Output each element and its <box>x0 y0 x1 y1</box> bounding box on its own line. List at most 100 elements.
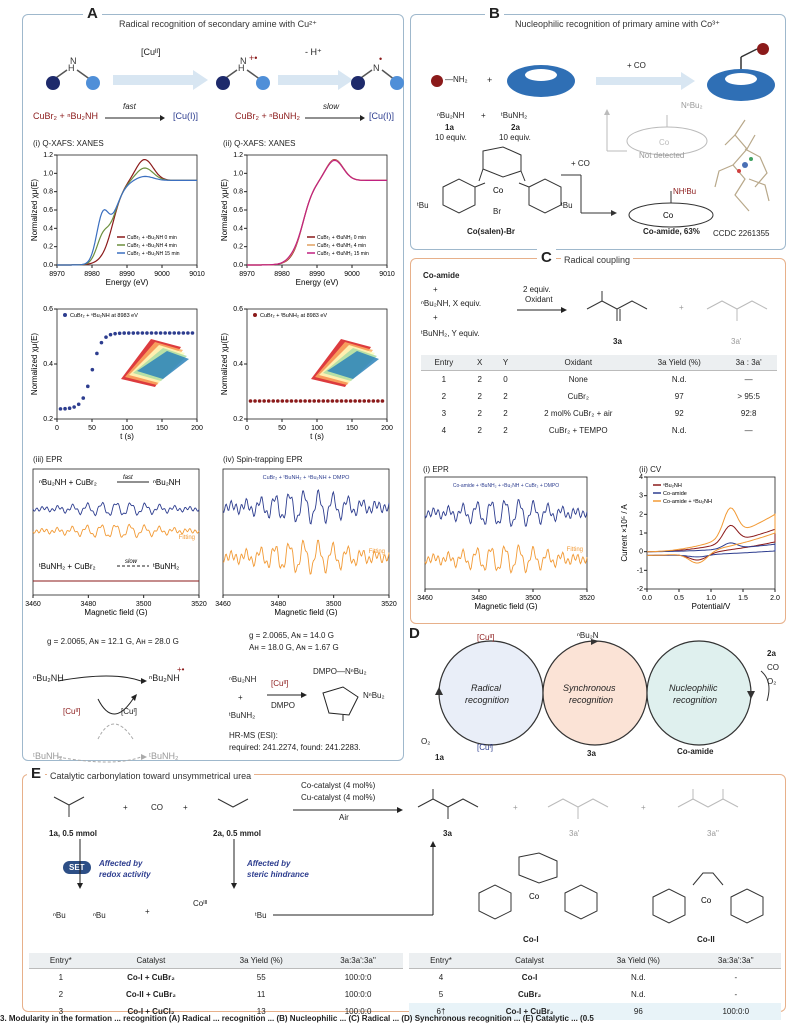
kinetic-point <box>289 399 294 403</box>
panel-c-label: C <box>537 249 556 266</box>
epr3-params: g = 2.0065, Aɴ = 12.1 G, Aʜ = 28.0 G <box>47 637 179 646</box>
e-set[interactable]: SET <box>63 861 91 874</box>
y-tick-label: 0.6 <box>43 207 53 214</box>
c-plus1: + <box>433 285 438 294</box>
d-cycle3-l2: recognition <box>673 695 718 705</box>
kinetic-point <box>86 384 90 389</box>
trap-amine1: ⁿBu₂NH <box>229 675 257 684</box>
kinetic-point <box>58 407 63 411</box>
d-co-amide: Co-amide <box>677 747 714 756</box>
panel-e: E Catalytic carbonylation toward unsymme… <box>22 765 786 1020</box>
e-r2: 2a, 0.5 mmol <box>213 829 262 838</box>
epr4-fitting: Fitting <box>369 549 385 555</box>
epr3-eq1: ⁿBu₂NH + CuBr₂ <box>39 478 97 487</box>
c-cell: 1 <box>441 375 447 384</box>
e-urea-3app <box>677 789 739 808</box>
c-th: X <box>466 355 493 371</box>
e-p3: 3a'' <box>707 829 719 838</box>
c-th: Oxidant <box>518 355 639 371</box>
e-aff1-l1: Affected by <box>99 859 143 868</box>
cv-series-line <box>647 542 776 558</box>
kinetic-point <box>95 351 99 356</box>
panel-a-scheme: H N H N +• N • <box>46 53 404 90</box>
x-tick-label: 1.0 <box>706 595 716 602</box>
cv-series-line <box>647 507 776 564</box>
c-cell: 2 <box>477 375 482 384</box>
x-tick-label: 100 <box>121 425 133 432</box>
x-axis-label: Energy (eV) <box>106 278 149 287</box>
kinetic-point <box>271 399 276 403</box>
kinetic-point <box>367 399 371 403</box>
x-tick-label: 9010 <box>379 271 395 278</box>
amine-radical-cation: H N +• <box>216 53 270 90</box>
e-cell: 6† <box>409 1003 473 1020</box>
x-tick-label: 3500 <box>136 601 152 608</box>
kinetic-point <box>316 399 321 403</box>
kinetic-point <box>312 399 316 403</box>
plot-frame <box>424 476 588 590</box>
y-tick-label: 0.6 <box>233 207 243 214</box>
kinetic-point <box>280 399 285 403</box>
table-row: 4 Co-I N.d. - <box>409 969 781 987</box>
e-th: 3a:3a':3a'' <box>690 953 781 969</box>
y-tick-label: 0.0 <box>43 262 53 269</box>
d-o2: O₂ <box>421 737 431 746</box>
legend-label: CuBr₂ + ᵗBuNH₂ at 8983 eV <box>260 312 327 319</box>
c-urea-3ap <box>706 300 768 321</box>
kinetic-point <box>339 399 344 403</box>
c-cell: 2 <box>477 392 482 401</box>
cv-series-line <box>647 524 776 561</box>
b-br: Br <box>493 207 501 216</box>
xanes2-title: (ii) Q-XAFS: XANES <box>223 139 296 148</box>
epr-trace <box>424 543 588 574</box>
kinetic-point <box>335 399 339 403</box>
epr3-chart: 3460 3480 3500 3520 Magnetic field (G) ⁿBu₂NH… <box>25 468 207 617</box>
svg-text:N: N <box>70 56 77 66</box>
kinetics2-chart: 0 50 100 150 200 0.2 0.4 0.6 t (s) Normalized χμ(… <box>220 306 393 441</box>
y-tick-label: 0 <box>639 549 643 556</box>
mech-tbu: ᵗBuNH₂ <box>33 751 63 761</box>
x-axis-label: Magnetic field (G) <box>474 602 537 611</box>
d-co: CO <box>767 663 779 672</box>
c-epr-title: (i) EPR <box>423 465 449 474</box>
b-amine1-id: 1a <box>445 123 454 132</box>
panel-b-scheme <box>431 43 775 101</box>
d-cycle2-l1: Synchronous <box>563 683 616 693</box>
kinetic-point <box>298 399 303 403</box>
x-axis-label: t (s) <box>310 432 324 441</box>
kinetic-point <box>104 335 108 339</box>
y-axis-label: Normalized χμ(E) <box>30 179 39 241</box>
c-cond1: 2 equiv. <box>523 285 551 294</box>
x-tick-label: 2.0 <box>770 595 780 602</box>
kinetic-point <box>376 399 380 403</box>
e-plus1: + <box>123 803 128 812</box>
d-cycle1-l1: Radical <box>471 683 502 693</box>
c-cell: N.d. <box>671 426 687 435</box>
x-tick-label: 8990 <box>309 271 325 278</box>
arrow-deprot <box>278 70 353 90</box>
e-cond1: Co-catalyst (4 mol%) <box>301 781 376 790</box>
e-urea-3ap <box>547 798 609 819</box>
x-tick-label: 3520 <box>191 601 207 608</box>
y-tick-label: 0.8 <box>233 189 243 196</box>
b-plus2: + <box>481 111 486 120</box>
d-cycle3-l1: Nucleophilic <box>669 683 718 693</box>
b-nh2: —NH₂ <box>445 75 468 84</box>
c-cell: N.d. <box>671 375 687 384</box>
epr3-eq2-prod: ᵗBuNH₂ <box>153 562 179 571</box>
d-radical: ⁿBu₂N <box>577 631 599 640</box>
c-cell: — <box>744 426 753 435</box>
e-table-left: Entry* Catalyst 3a Yield (%) 3a:3a':3a''… <box>29 953 403 1020</box>
y-tick-label: 0.8 <box>43 189 53 196</box>
kinetic-point <box>285 399 289 403</box>
e-cond3: Air <box>339 813 349 822</box>
epr-trace <box>32 523 200 539</box>
x-tick-label: 0 <box>245 425 249 432</box>
mech-radical-charge: +• <box>177 665 185 674</box>
eq1-left: CuBr₂ + ⁿBu₂NH <box>33 111 99 121</box>
kinetic-point <box>371 399 376 403</box>
y-tick-label: 0.4 <box>233 225 243 232</box>
kinetic-point <box>167 331 172 335</box>
x-tick-label: 3460 <box>215 601 231 608</box>
e-cell: Co-I + CuBr₂ <box>472 1003 587 1020</box>
